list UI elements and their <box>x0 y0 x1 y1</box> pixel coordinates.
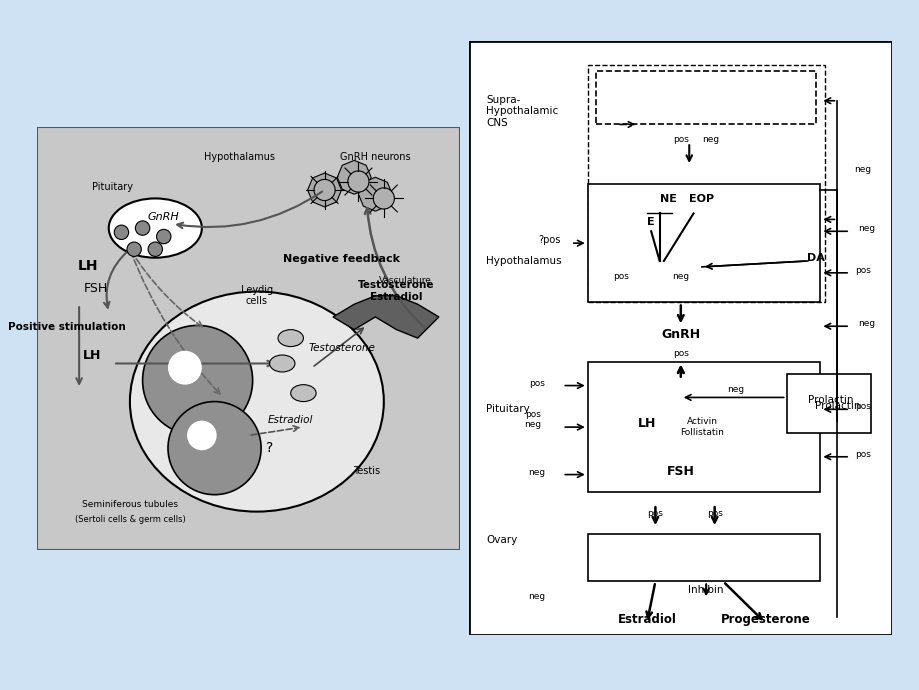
Text: NE: NE <box>659 194 675 204</box>
Text: LH: LH <box>637 417 655 430</box>
Text: (Sertoli cells & germ cells): (Sertoli cells & germ cells) <box>74 515 185 524</box>
Text: neg: neg <box>528 468 545 477</box>
Text: Hypothalamus: Hypothalamus <box>485 256 562 266</box>
Text: Testosterone
Estradiol: Testosterone Estradiol <box>357 280 435 302</box>
Circle shape <box>135 221 150 235</box>
Text: neg: neg <box>528 592 545 601</box>
Circle shape <box>148 242 163 257</box>
Text: Leydig
cells: Leydig cells <box>241 285 273 306</box>
Text: Prolactin: Prolactin <box>813 402 859 411</box>
Text: Hypothalamus: Hypothalamus <box>204 152 275 162</box>
Text: neg: neg <box>672 272 688 281</box>
Text: neg: neg <box>701 135 719 144</box>
Text: Estradiol: Estradiol <box>617 613 675 626</box>
Text: Supra-
Hypothalamic
CNS: Supra- Hypothalamic CNS <box>485 95 558 128</box>
Text: pos: pos <box>528 379 544 388</box>
Ellipse shape <box>108 199 201 257</box>
Text: Prolactin: Prolactin <box>808 395 853 405</box>
Text: neg: neg <box>726 384 743 393</box>
Circle shape <box>373 188 394 209</box>
Circle shape <box>114 225 129 239</box>
Text: Progesterone: Progesterone <box>720 613 810 626</box>
Text: pos: pos <box>854 402 869 411</box>
Text: pos: pos <box>673 135 688 144</box>
Text: Testis: Testis <box>353 466 380 475</box>
Text: pos: pos <box>613 272 629 281</box>
Text: pos: pos <box>854 450 869 459</box>
Text: neg: neg <box>857 224 875 233</box>
Text: pos
neg: pos neg <box>524 410 540 429</box>
Ellipse shape <box>290 384 316 402</box>
Circle shape <box>347 171 369 192</box>
Text: Pituitary: Pituitary <box>93 182 133 192</box>
Ellipse shape <box>130 292 383 511</box>
FancyBboxPatch shape <box>596 71 815 124</box>
Text: LH: LH <box>83 349 101 362</box>
Circle shape <box>127 242 142 257</box>
Text: LH: LH <box>77 259 97 273</box>
Polygon shape <box>333 296 438 338</box>
Text: Testosterone: Testosterone <box>308 343 375 353</box>
Text: FSH: FSH <box>84 282 108 295</box>
Text: pos: pos <box>647 509 663 518</box>
Ellipse shape <box>278 330 303 346</box>
Text: GnRH: GnRH <box>661 328 699 341</box>
Text: DA: DA <box>806 253 824 263</box>
FancyBboxPatch shape <box>786 374 870 433</box>
Text: Negative feedback: Negative feedback <box>283 254 400 264</box>
Text: ?pos: ?pos <box>538 235 561 245</box>
Circle shape <box>142 326 253 435</box>
Text: E: E <box>647 217 654 227</box>
Circle shape <box>313 179 335 201</box>
FancyBboxPatch shape <box>587 534 820 582</box>
Circle shape <box>156 229 171 244</box>
FancyBboxPatch shape <box>587 362 820 493</box>
Text: Ovary: Ovary <box>485 535 516 545</box>
Text: EOP: EOP <box>688 194 714 204</box>
Text: Activin
Follistatin: Activin Follistatin <box>679 417 723 437</box>
Text: Seminiferous tubules: Seminiferous tubules <box>82 500 177 509</box>
Text: neg: neg <box>857 319 875 328</box>
FancyBboxPatch shape <box>587 184 820 302</box>
Text: Positive stimulation: Positive stimulation <box>7 322 125 332</box>
Text: Vasculature: Vasculature <box>378 276 431 285</box>
Circle shape <box>168 351 201 384</box>
Circle shape <box>187 421 217 451</box>
Polygon shape <box>358 177 391 211</box>
Polygon shape <box>337 160 370 194</box>
Text: Pituitary: Pituitary <box>485 404 529 414</box>
Text: pos: pos <box>672 349 688 358</box>
Text: pos: pos <box>854 266 869 275</box>
Text: pos: pos <box>706 509 721 518</box>
Text: FSH: FSH <box>666 464 694 477</box>
Polygon shape <box>307 173 341 207</box>
Text: Inhibin: Inhibin <box>687 585 723 595</box>
Text: ?: ? <box>266 442 273 455</box>
Text: GnRH neurons: GnRH neurons <box>340 152 410 162</box>
Text: neg: neg <box>853 165 870 174</box>
Ellipse shape <box>269 355 295 372</box>
Circle shape <box>168 402 261 495</box>
Text: Estradiol: Estradiol <box>267 415 313 425</box>
Text: GnRH: GnRH <box>148 212 179 221</box>
